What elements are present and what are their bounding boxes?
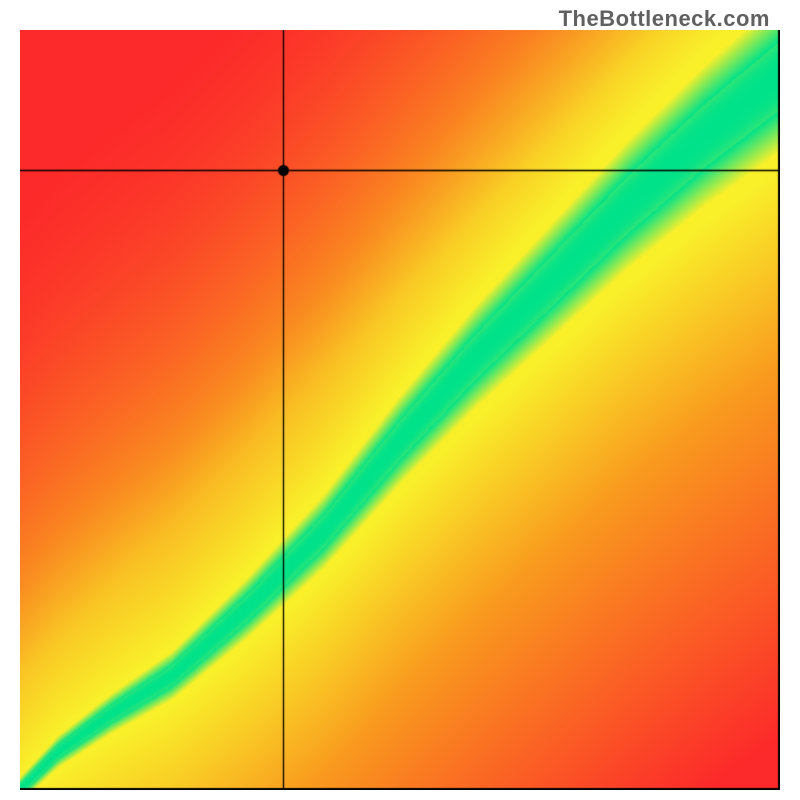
chart-container: TheBottleneck.com [0,0,800,800]
watermark-text: TheBottleneck.com [559,6,770,32]
bottleneck-heatmap [20,30,780,790]
